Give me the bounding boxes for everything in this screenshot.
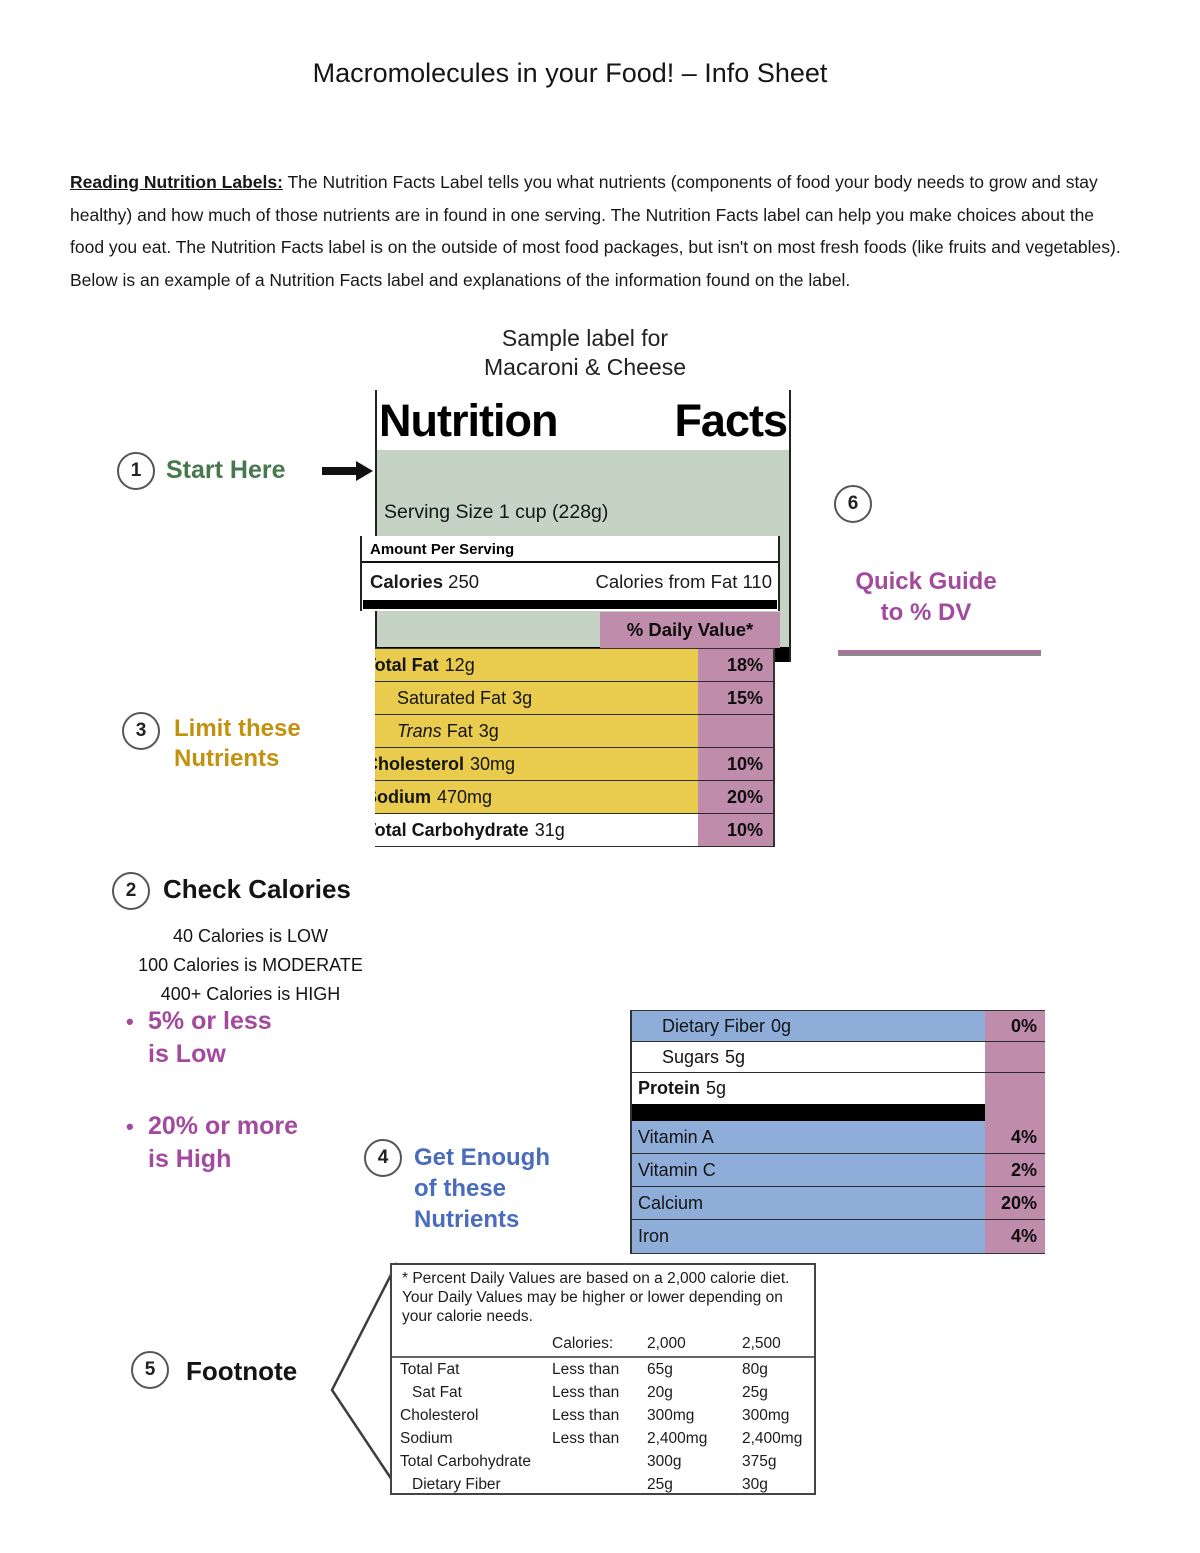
nutrient-row-sodium: Sodium470mg 20% xyxy=(375,781,773,814)
calories-from-fat: Calories from Fat 110 xyxy=(595,570,773,592)
dv-value: 10% xyxy=(698,814,773,846)
calories-value: Calories 250 xyxy=(370,570,480,592)
intro-heading: Reading Nutrition Labels: xyxy=(70,172,283,192)
nutrient-row-cholesterol: Cholesterol30mg 10% xyxy=(375,748,773,781)
dv-value: 0% xyxy=(985,1011,1045,1041)
step-2-marker: 2 xyxy=(112,872,150,910)
dv-value xyxy=(985,1073,1045,1104)
step-1-marker: 1 xyxy=(117,452,155,490)
nutrient-row-protein: Protein 5g xyxy=(632,1073,1045,1104)
footnote-row-sodium: Sodium Less than 2,400mg 2,400mg xyxy=(400,1430,803,1447)
label-title-word1: Nutrition xyxy=(379,395,558,446)
footnote-header-rule xyxy=(392,1356,814,1358)
nutrient-row-saturated-fat: Saturated Fat 3g 15% xyxy=(375,682,773,715)
nutrient-row-sugars: Sugars 5g xyxy=(632,1042,1045,1073)
get-enough-table: Dietary Fiber 0g 0% Sugars 5g Protein 5g Vi… xyxy=(630,1010,1045,1254)
daily-value-header: % Daily Value* xyxy=(600,612,780,648)
nutrient-row-trans-fat: Trans Fat 3g xyxy=(375,715,773,748)
dv-value: 10% xyxy=(698,748,773,780)
calorie-guide: 40 Calories is LOW 100 Calories is MODER… xyxy=(108,922,393,1009)
bullet-icon: • xyxy=(126,1114,134,1139)
vitamin-row-calcium: Calcium 20% xyxy=(632,1187,1045,1220)
calorie-guide-low: 40 Calories is LOW xyxy=(172,926,329,946)
footnote-label: Footnote xyxy=(186,1356,298,1386)
nutrient-row-dietary-fiber: Dietary Fiber 0g 0% xyxy=(632,1011,1045,1042)
step-6-marker: 6 xyxy=(834,485,872,523)
step-6-number: 6 xyxy=(847,493,859,514)
intro-text: The Nutrition Facts Label tells you what… xyxy=(70,172,1121,290)
dv-value: 15% xyxy=(698,682,773,714)
bullet-icon: • xyxy=(126,1009,134,1034)
step-4-marker: 4 xyxy=(364,1139,402,1177)
intro-paragraph: Reading Nutrition Labels: The Nutrition … xyxy=(70,166,1132,296)
serving-size: Serving Size 1 cup (228g) xyxy=(384,501,609,523)
page-title: Macromolecules in your Food! – Info Shee… xyxy=(312,58,828,88)
footnote-table-header: Calories: 2,000 2,500 xyxy=(552,1335,781,1352)
vitamin-row-iron: Iron 4% xyxy=(632,1220,1045,1253)
dv-value: 18% xyxy=(698,649,773,681)
quick-guide-line1: Quick Guide xyxy=(855,568,997,595)
dv-low-note: • 5% or less is Low xyxy=(126,1007,272,1068)
label-title-word2: Facts xyxy=(674,395,788,446)
nutrition-label-header: Nutrition Facts Serving Size 1 cup (228g… xyxy=(375,390,791,662)
start-here-label: Start Here xyxy=(166,456,286,484)
arrow-right-icon xyxy=(322,461,373,481)
limit-nutrients-label: Limit these Nutrients xyxy=(174,715,301,772)
footnote-row-sat-fat: Sat Fat Less than 20g 25g xyxy=(412,1384,768,1401)
step-4-number: 4 xyxy=(377,1147,389,1168)
step-5-number: 5 xyxy=(144,1359,156,1380)
quick-guide-label: Quick Guide to % DV xyxy=(838,566,1014,628)
check-calories-label: Check Calories xyxy=(163,874,351,904)
calories-row: Calories 250 Calories from Fat 110 xyxy=(362,563,778,600)
footnote-row-total-carbohydrate: Total Carbohydrate 300g 375g xyxy=(400,1453,777,1470)
divider-bar xyxy=(632,1104,1045,1121)
dv-value xyxy=(985,1042,1045,1072)
calorie-guide-high: 400+ Calories is HIGH xyxy=(160,984,341,1004)
quick-guide-line2: to % DV xyxy=(880,599,972,626)
footnote-row-cholesterol: Cholesterol Less than 300mg 300mg xyxy=(400,1407,790,1424)
dv-value: 20% xyxy=(698,781,773,813)
sample-caption-line1: Sample label for xyxy=(501,325,669,351)
footnote-row-dietary-fiber: Dietary Fiber 25g 30g xyxy=(412,1476,768,1493)
dv-value: 20% xyxy=(985,1187,1045,1219)
brace-icon xyxy=(330,1262,400,1490)
sample-caption-line2: Macaroni & Cheese xyxy=(484,354,686,380)
nutrient-row-total-carbohydrate: Total Carbohydrate 31g 10% xyxy=(375,814,773,847)
dv-value: 2% xyxy=(985,1154,1045,1186)
step-5-marker: 5 xyxy=(131,1351,169,1389)
step-3-number: 3 xyxy=(135,720,147,741)
footnote-text: * Percent Daily Values are based on a 2,… xyxy=(402,1270,790,1325)
vitamin-row-vitamin-c: Vitamin C 2% xyxy=(632,1154,1045,1187)
label-title: Nutrition Facts xyxy=(377,390,789,450)
step-1-number: 1 xyxy=(130,460,142,481)
dv-value: 4% xyxy=(985,1220,1045,1253)
step-3-marker: 3 xyxy=(122,712,160,750)
footnote-box: * Percent Daily Values are based on a 2,… xyxy=(390,1263,816,1495)
footnote-row-total-fat: Total Fat Less than 65g 80g xyxy=(400,1361,768,1378)
step-2-number: 2 xyxy=(125,880,137,901)
vitamin-row-vitamin-a: Vitamin A 4% xyxy=(632,1121,1045,1154)
amount-per-serving-label: Amount Per Serving xyxy=(362,536,778,563)
divider-bar xyxy=(363,600,777,609)
dv-value: 4% xyxy=(985,1121,1045,1153)
get-enough-label: Get Enough of these Nutrients xyxy=(414,1144,550,1233)
calorie-guide-moderate: 100 Calories is MODERATE xyxy=(138,955,363,975)
calories-section: Amount Per Serving Calories 250 Calories… xyxy=(360,536,780,611)
dv-high-note: • 20% or more is High xyxy=(126,1112,299,1173)
sample-caption: Sample label for Macaroni & Cheese xyxy=(375,324,795,382)
quick-guide-underline xyxy=(838,650,1041,656)
dv-value xyxy=(698,715,773,747)
